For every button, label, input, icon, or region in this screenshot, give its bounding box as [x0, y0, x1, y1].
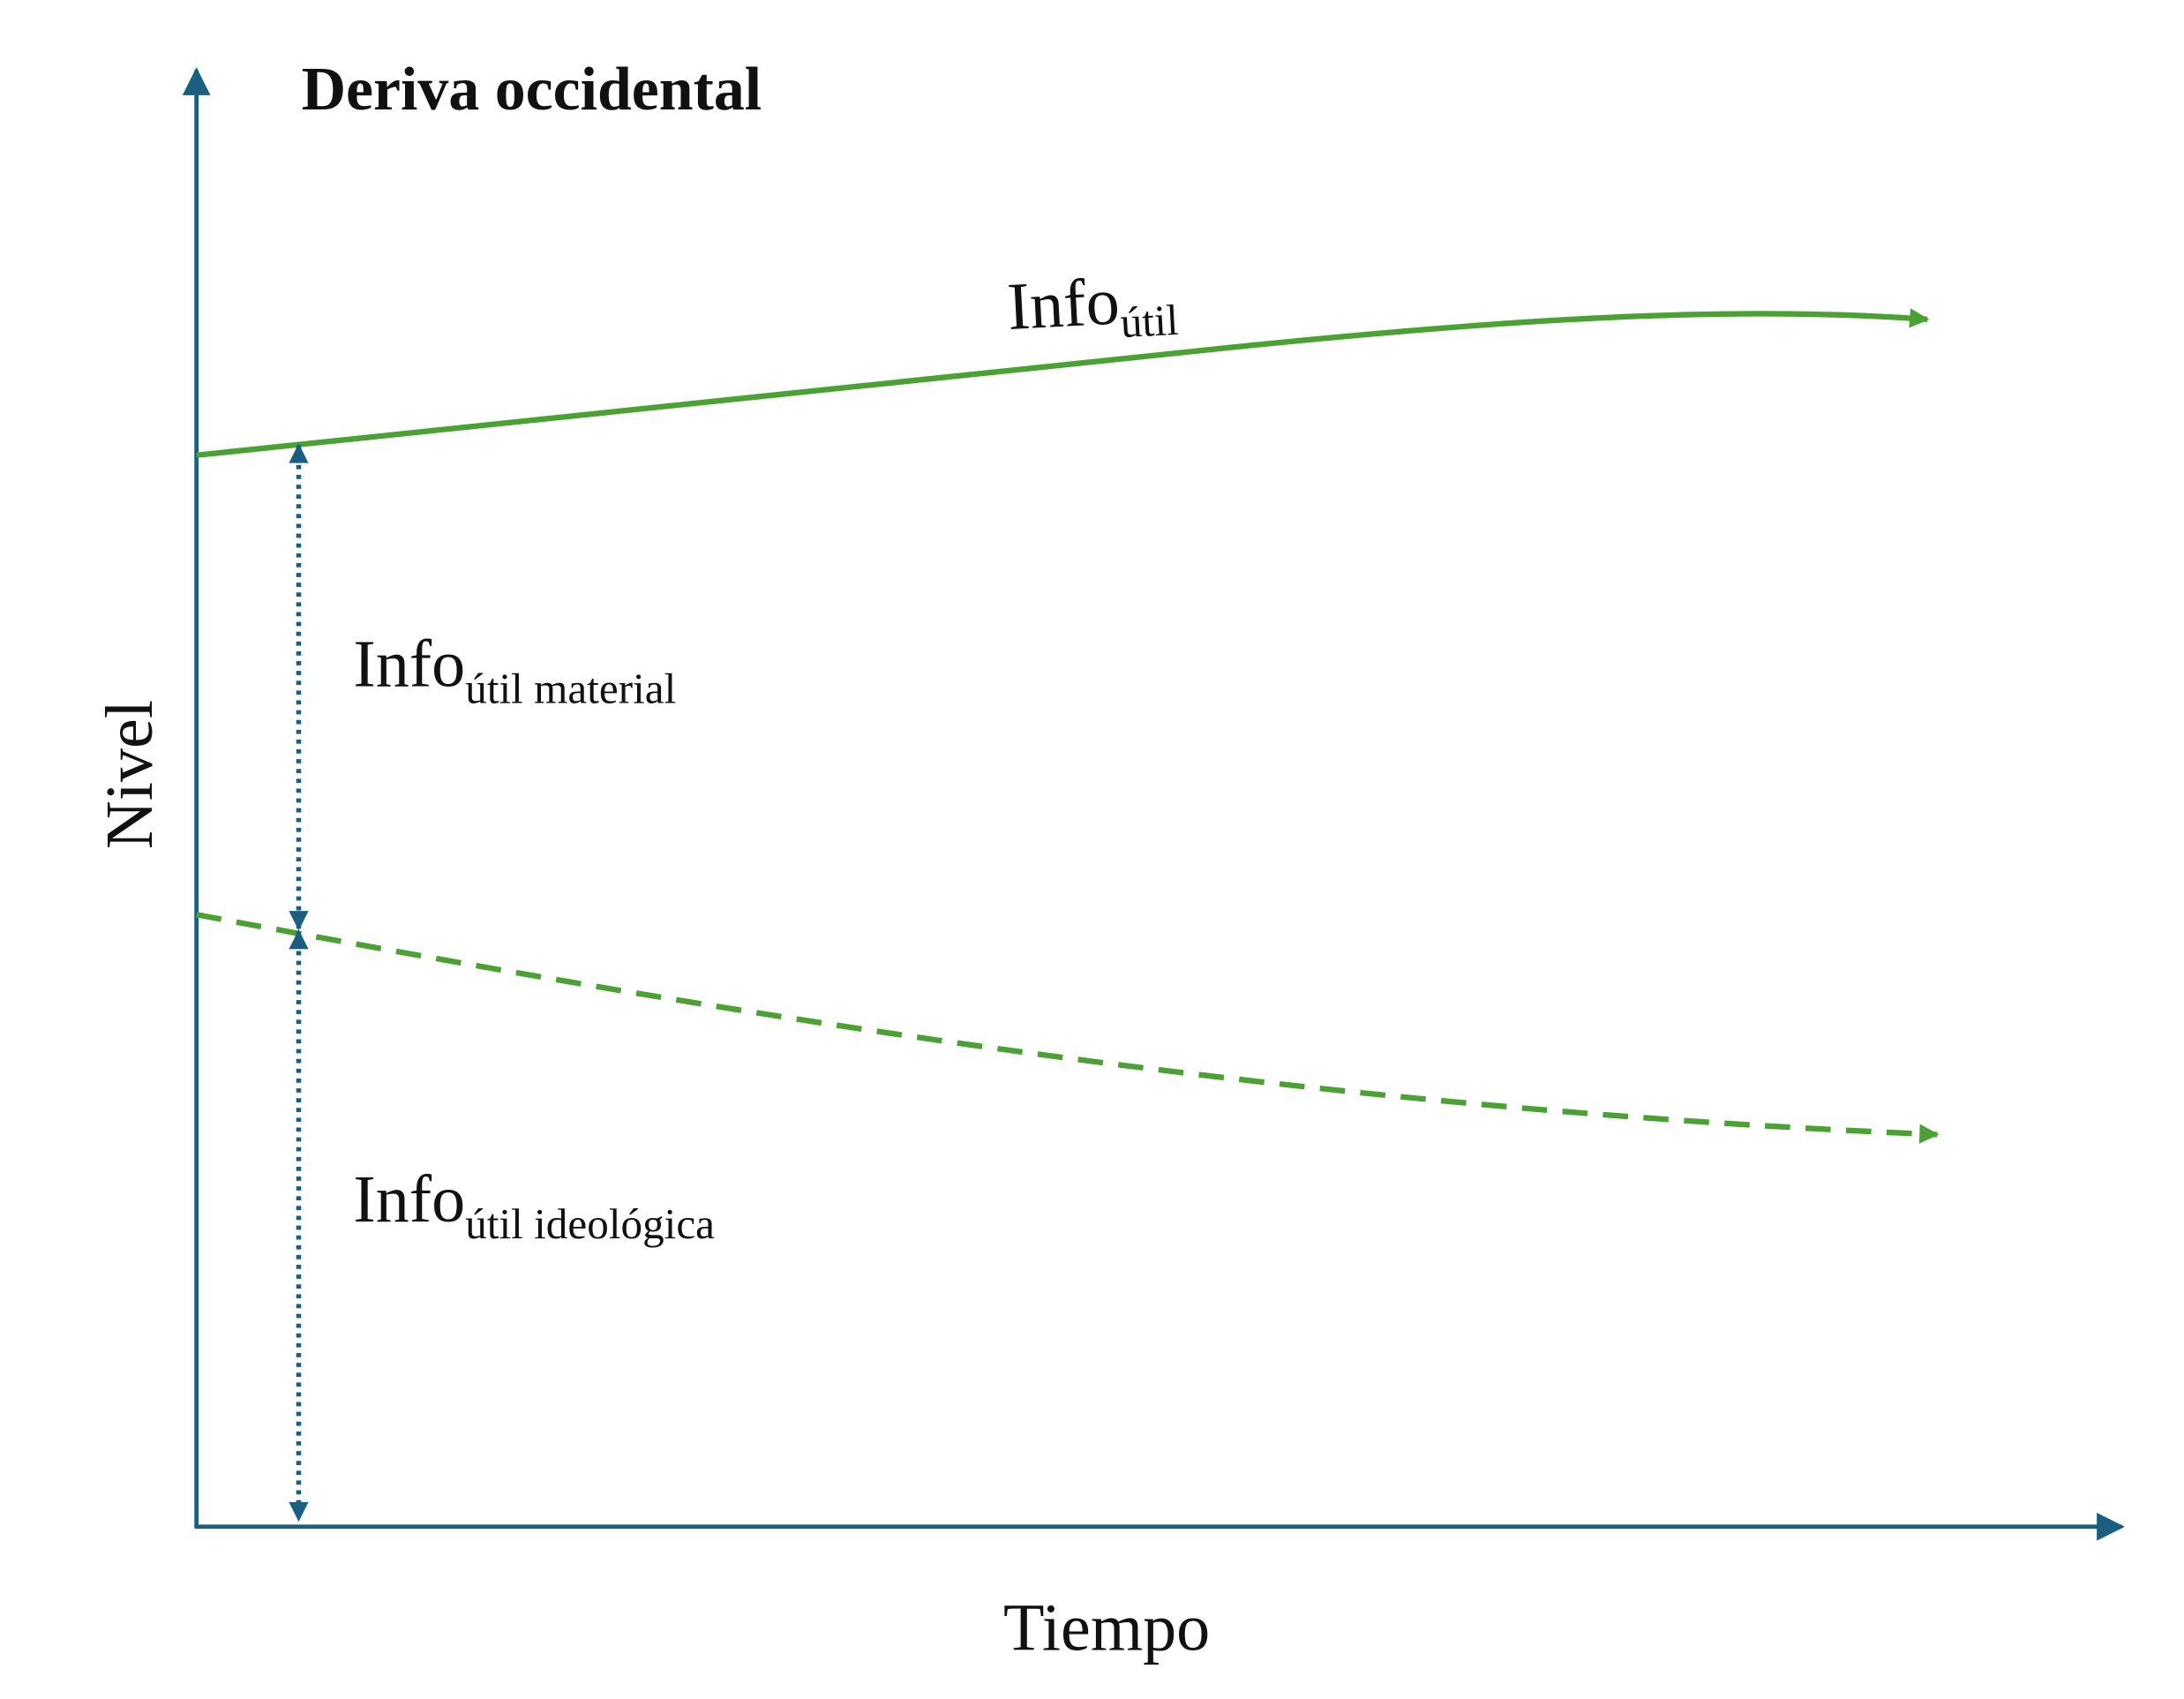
- bracket-label: Infoútil ideológica: [353, 1162, 715, 1248]
- y-axis-label: Nivel: [93, 700, 167, 849]
- curve-label: Infoútil: [1006, 261, 1180, 353]
- dashed-curve: [196, 912, 1940, 1144]
- label-base: Info: [1006, 264, 1122, 344]
- label-sub: útil material: [465, 665, 676, 713]
- label-sub: útil ideológica: [465, 1199, 715, 1248]
- solid-curve: [196, 308, 1930, 458]
- label-base: Info: [353, 628, 465, 702]
- x-axis-label: Tiempo: [1003, 1590, 1210, 1665]
- title: Deriva occidental: [302, 56, 762, 124]
- label-sub: útil: [1119, 296, 1179, 347]
- bracket-label: Infoútil material: [353, 628, 676, 713]
- label-base: Info: [353, 1162, 465, 1237]
